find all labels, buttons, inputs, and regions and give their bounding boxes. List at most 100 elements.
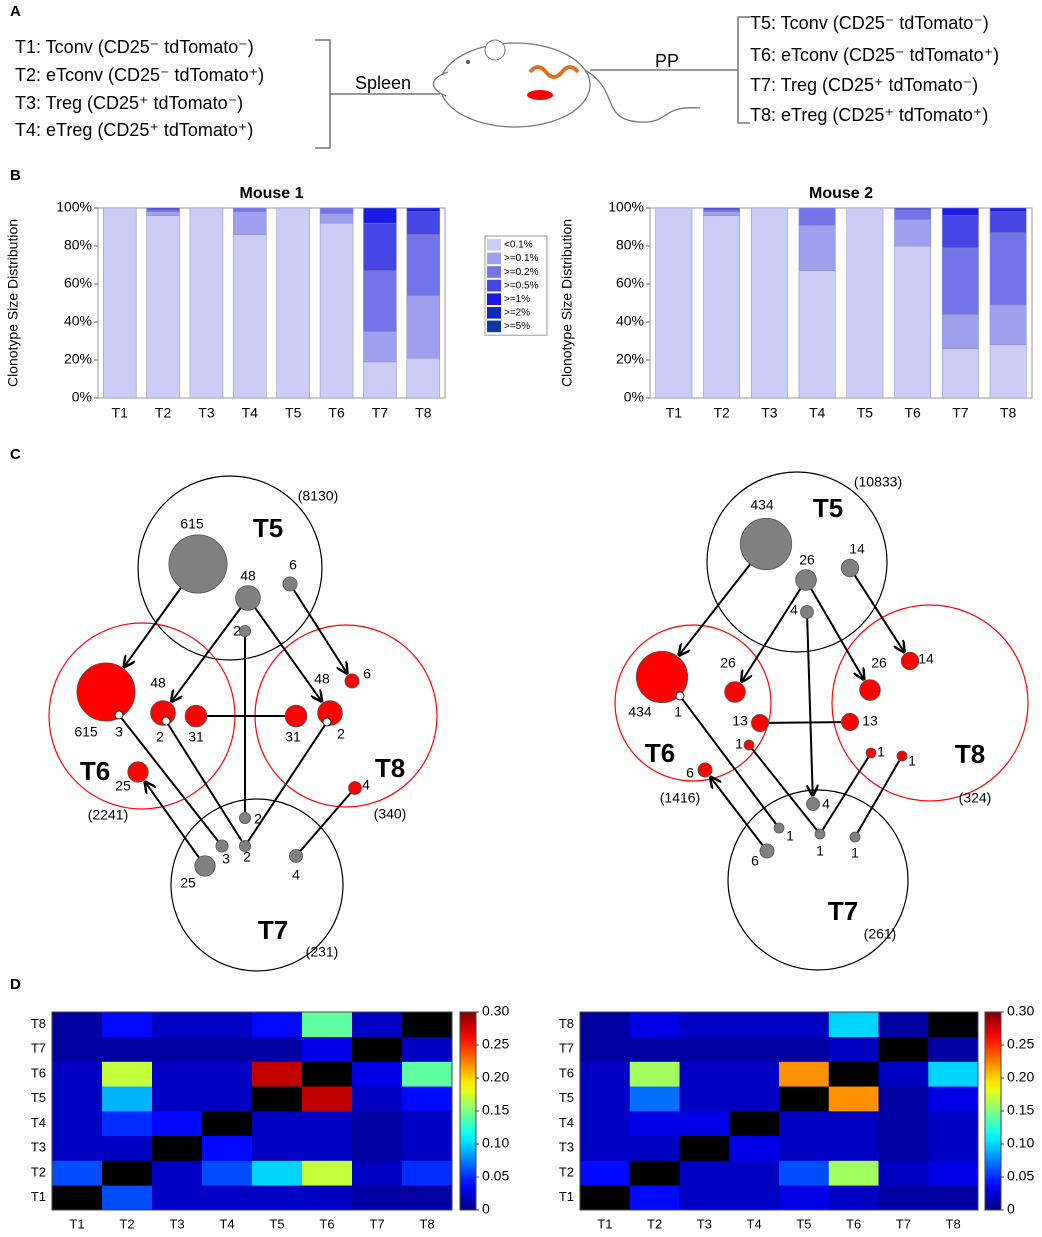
clone-count: 6: [363, 666, 371, 682]
heat-cell: [402, 1061, 453, 1087]
heat-cell: [252, 1160, 303, 1186]
bar-segment: [406, 234, 441, 296]
heat-cell: [878, 1012, 929, 1038]
clone-node: [76, 662, 136, 722]
heat-cell: [629, 1135, 680, 1161]
heat-cell: [402, 1086, 453, 1112]
heat-cell: [580, 1086, 631, 1112]
heat-cell: [629, 1036, 680, 1062]
brackets: [315, 16, 750, 149]
bar-segment: [102, 207, 137, 399]
colorbar-tick-label: 0: [1007, 1201, 1015, 1217]
x-tick-label: T7: [952, 405, 969, 421]
y-tick-label: T8: [31, 1016, 46, 1031]
heat-cell: [302, 1185, 353, 1211]
cell-type-label: T7: Treg (CD25⁺ tdTomato⁻): [750, 75, 978, 95]
heat-cell: [679, 1185, 730, 1211]
heat-cell: [580, 1036, 631, 1062]
heat-cell: [729, 1061, 780, 1087]
missing-cell: [302, 1061, 353, 1087]
bar-segment: [146, 209, 180, 213]
population-count: (1416): [660, 790, 700, 806]
heat-cell: [580, 1135, 631, 1161]
bar-segment: [233, 207, 267, 213]
heat-cell: [828, 1135, 879, 1161]
clone-node: [743, 739, 755, 751]
heat-cell: [352, 1135, 403, 1161]
heat-cell: [679, 1111, 730, 1137]
clone-node: [215, 839, 229, 853]
cell-type-label: T2: eTconv (CD25⁻ tdTomato⁺): [15, 65, 264, 85]
bar-segment: [146, 207, 180, 211]
clone-node: [739, 517, 793, 571]
y-tick-label: 60%: [616, 275, 644, 291]
clone-link: [292, 589, 347, 673]
clone-count: 434: [750, 497, 774, 513]
bar-segment: [941, 314, 979, 349]
missing-cell: [828, 1061, 879, 1087]
clone-node: [849, 831, 861, 843]
clone-node: [238, 624, 252, 638]
missing-cell: [102, 1160, 153, 1186]
missing-cell: [402, 1012, 453, 1038]
x-tick-label: T3: [169, 1216, 184, 1231]
colorbar-tick-label: 0.10: [482, 1135, 509, 1151]
x-tick-label: T6: [904, 405, 921, 421]
population-circle: [137, 475, 323, 661]
heat-cell: [152, 1012, 203, 1038]
population-name: T8: [955, 739, 985, 769]
heat-cell: [779, 1135, 830, 1161]
heat-cell: [202, 1036, 253, 1062]
colorbar-tick-label: 0.10: [1007, 1135, 1034, 1151]
bar-segment: [189, 207, 224, 399]
missing-cell: [252, 1086, 303, 1112]
clone-node: [840, 558, 860, 578]
legend-label: <0.1%: [504, 240, 533, 251]
x-tick-label: T3: [198, 405, 215, 421]
heat-cell: [152, 1036, 203, 1062]
y-tick-label: T2: [559, 1164, 574, 1179]
clone-count: 31: [188, 729, 204, 745]
colorbar-tick-label: 0.30: [1007, 1003, 1034, 1019]
clone-node: [282, 576, 298, 592]
heat-cell: [152, 1086, 203, 1112]
y-tick-label: 40%: [64, 313, 92, 329]
bar-segment: [703, 209, 741, 213]
bar-segment: [846, 207, 884, 399]
x-tick-label: T4: [809, 405, 826, 421]
clone-count: 4: [790, 602, 798, 618]
clone-node: [127, 761, 149, 783]
clone-count: 4: [362, 777, 370, 793]
tissue-label: PP: [655, 51, 679, 71]
y-tick-label: 0%: [72, 389, 92, 405]
heat-cell: [928, 1111, 979, 1137]
x-tick-label: T1: [666, 405, 683, 421]
cell-type-label: T5: Tconv (CD25⁻ tdTomato⁻): [750, 13, 989, 33]
heat-cell: [102, 1086, 153, 1112]
clone-count: 2: [337, 726, 345, 742]
clone-link: [679, 563, 751, 655]
chart-title: Mouse 2: [809, 185, 873, 202]
clone-node: [635, 650, 689, 704]
heat-cell: [152, 1185, 203, 1211]
heat-cell: [302, 1135, 353, 1161]
y-tick-label: T4: [559, 1115, 574, 1130]
clone-count: 1: [786, 828, 794, 844]
bar-segment: [703, 215, 741, 399]
heat-cell: [928, 1160, 979, 1186]
clone-count: 434: [628, 704, 652, 720]
clone-count: 6: [289, 557, 297, 573]
y-tick-label: 100%: [56, 199, 92, 215]
colorbar-tick-label: 0.25: [482, 1036, 509, 1052]
clone-node: [289, 849, 303, 863]
clone-link: [145, 782, 200, 859]
heat-cell: [779, 1111, 830, 1137]
clone-link: [167, 723, 243, 842]
clone-count: 615: [74, 724, 98, 740]
heat-cell: [202, 1086, 253, 1112]
heat-cell: [679, 1061, 730, 1087]
heat-cell: [679, 1036, 730, 1062]
legend-label: >=2%: [504, 308, 530, 319]
heat-cell: [679, 1160, 730, 1186]
clone-count: 2: [243, 849, 251, 865]
